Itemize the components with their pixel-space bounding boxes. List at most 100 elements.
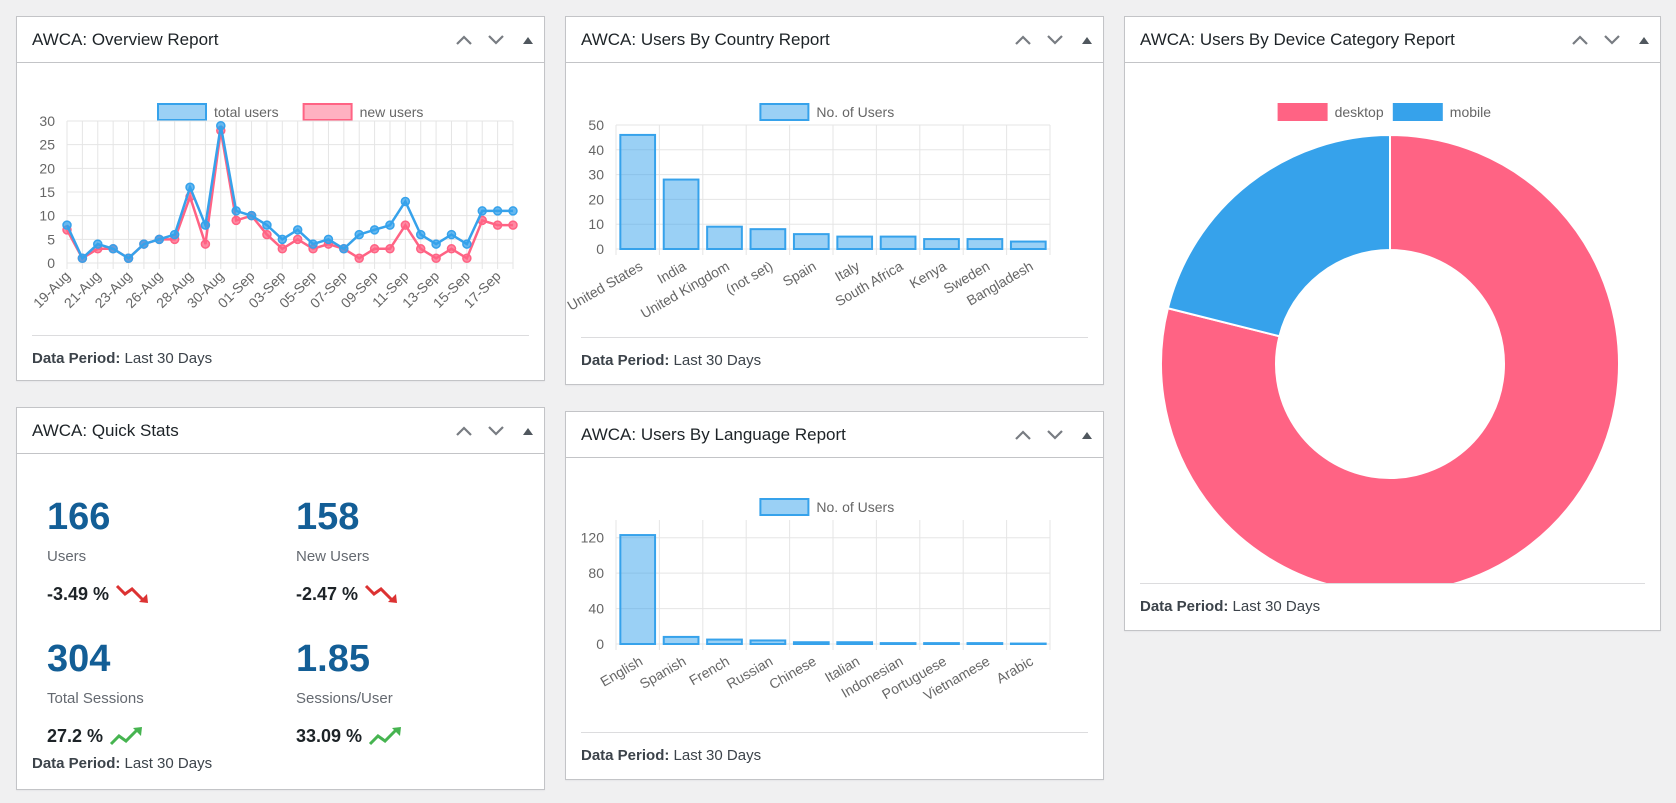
data-point (369, 225, 380, 235)
legend-swatch (157, 103, 207, 121)
move-up-button[interactable] (1564, 17, 1596, 62)
y-tick-label: 120 (581, 530, 605, 546)
widget-header: AWCA: Users By Device Category Report (1125, 17, 1660, 63)
bar (923, 642, 960, 646)
data-point (308, 239, 318, 249)
data-point (77, 253, 88, 264)
toggle-panel-button[interactable] (1628, 17, 1660, 62)
move-down-button[interactable] (1039, 17, 1071, 62)
move-up-button[interactable] (1007, 412, 1039, 457)
triangle-up-icon (523, 36, 533, 44)
widget-title: AWCA: Overview Report (32, 29, 219, 49)
language-bar-chart: No. of Users 0 40 80 120 EnglishSpanishFrench… (581, 498, 1051, 703)
toggle-panel-button[interactable] (512, 17, 544, 62)
bar (662, 178, 700, 250)
chevron-up-icon (1015, 34, 1031, 45)
data-period: Data Period: Last 30 Days (32, 335, 529, 367)
y-tick-label: 0 (47, 255, 55, 271)
language-report-widget: AWCA: Users By Language Report No. of Us… (565, 411, 1104, 780)
move-up-button[interactable] (1007, 17, 1039, 62)
data-point (62, 220, 72, 230)
data-period-value: Last 30 Days (124, 755, 213, 772)
move-down-button[interactable] (480, 17, 512, 62)
data-period-label: Data Period: (581, 747, 670, 764)
y-tick-label: 40 (588, 142, 604, 158)
data-period: Data Period: Last 30 Days (581, 337, 1088, 369)
data-point (431, 239, 441, 249)
data-point (292, 234, 303, 245)
stat-change: 27.2 % (47, 725, 145, 747)
data-point (400, 196, 411, 207)
stat-label: New Users (296, 548, 370, 565)
data-period-label: Data Period: (1140, 598, 1229, 615)
stat-label: Total Sessions (47, 690, 144, 707)
stat-label: Sessions/User (296, 690, 393, 707)
data-point (477, 206, 487, 216)
widget-header: AWCA: Quick Stats (17, 408, 544, 454)
legend-swatch (759, 103, 810, 121)
stat-value: 166 (47, 496, 111, 538)
y-tick-label: 15 (39, 184, 55, 200)
bar (836, 641, 874, 646)
bar (706, 638, 743, 645)
stat-change-value: 27.2 % (47, 725, 104, 746)
triangle-up-icon (1082, 431, 1092, 439)
bar (966, 238, 1004, 251)
stat-change-value: 33.09 % (296, 725, 363, 746)
data-point (231, 215, 241, 226)
data-point (508, 220, 518, 230)
chevron-up-icon (1015, 429, 1031, 440)
data-period-value: Last 30 Days (673, 747, 762, 764)
data-period-label: Data Period: (581, 352, 670, 369)
move-up-button[interactable] (448, 408, 480, 453)
data-point (139, 239, 149, 249)
data-point (292, 225, 303, 235)
data-period-value: Last 30 Days (124, 350, 213, 367)
quick-stats-widget: AWCA: Quick Stats 166 Users -3.49 % 158 … (16, 407, 545, 790)
pie-slice (1166, 133, 1391, 338)
move-down-button[interactable] (480, 408, 512, 453)
x-tick-label: Arabic (993, 653, 1035, 687)
trend-up-icon (369, 727, 402, 746)
move-up-button[interactable] (448, 17, 480, 62)
bar (619, 133, 657, 250)
data-point (169, 229, 180, 240)
bar (749, 228, 787, 251)
chevron-down-icon (488, 34, 504, 45)
bar (879, 235, 917, 251)
bar (792, 641, 830, 646)
toggle-panel-button[interactable] (1071, 412, 1103, 457)
y-tick-label: 0 (596, 636, 604, 652)
widget-title: AWCA: Users By Country Report (581, 29, 830, 49)
move-down-button[interactable] (1039, 412, 1071, 457)
device-report-widget: AWCA: Users By Device Category Report de… (1124, 16, 1661, 631)
data-point (446, 229, 457, 240)
move-down-button[interactable] (1596, 17, 1628, 62)
x-tick-label: Spanish (637, 653, 689, 692)
data-point (462, 253, 472, 264)
bar (706, 225, 743, 250)
bar (619, 534, 657, 645)
data-point (246, 210, 257, 221)
toggle-panel-button[interactable] (1071, 17, 1103, 62)
data-point (93, 239, 103, 249)
legend-label: desktop (1335, 104, 1384, 120)
stat-users: 166 Users -3.49 % (47, 498, 151, 605)
triangle-up-icon (523, 427, 533, 435)
legend-label: mobile (1450, 104, 1491, 120)
bar (966, 642, 1004, 646)
data-period-label: Data Period: (32, 350, 121, 367)
chevron-down-icon (1047, 34, 1063, 45)
toggle-panel-button[interactable] (512, 408, 544, 453)
stat-value: 304 (47, 638, 111, 680)
y-tick-label: 10 (588, 216, 604, 232)
data-point (400, 220, 411, 230)
legend-label: new users (360, 104, 424, 120)
widget-header: AWCA: Overview Report (17, 17, 544, 63)
data-point (354, 229, 364, 240)
data-point (415, 229, 426, 240)
bar (662, 635, 700, 646)
data-period: Data Period: Last 30 Days (1140, 583, 1645, 615)
data-point (216, 120, 226, 131)
